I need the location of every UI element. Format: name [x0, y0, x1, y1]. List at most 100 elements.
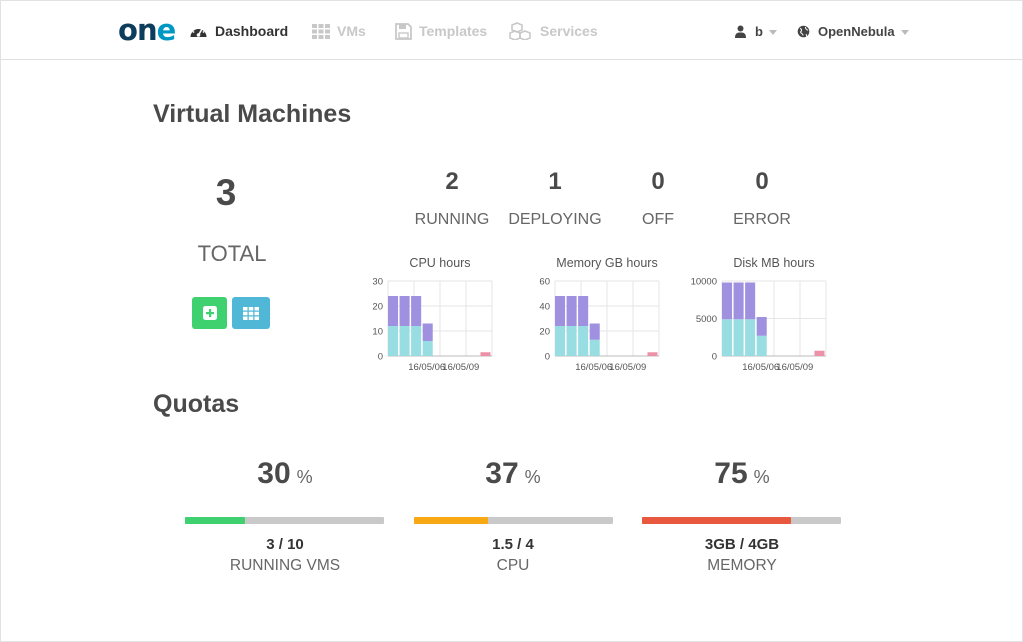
y-tick-label: 40 [539, 302, 550, 313]
cpu-chart-title: CPU hours [409, 256, 471, 270]
chart-bar [589, 323, 600, 340]
off-label: OFF [642, 211, 674, 228]
grid-icon [312, 23, 330, 39]
quota-cpu-progress [414, 517, 613, 524]
chart-bar [411, 296, 422, 326]
chart-bar [480, 352, 491, 356]
disk-chart-title: Disk MB hours [733, 256, 815, 270]
memory-chart-title: Memory GB hours [556, 256, 658, 270]
quota-cpu-label: CPU [496, 557, 530, 574]
deploying-label: DEPLOYING [508, 211, 602, 228]
chevron-down-icon [768, 29, 777, 35]
chart-bar [388, 326, 399, 356]
chart-bar [388, 296, 399, 326]
chevron-down-icon [900, 29, 909, 35]
vms-total-label: TOTAL [197, 241, 267, 266]
quota-memory-percent: 75% [714, 457, 770, 490]
running-label: RUNNING [414, 211, 490, 228]
nav-vms[interactable]: VMs [312, 21, 366, 41]
y-tick-label: 10 [372, 327, 383, 338]
user-name: b [755, 23, 763, 39]
nav-templates[interactable]: Templates [395, 21, 487, 41]
quota-cpu-progress-fill [414, 517, 488, 524]
x-tick-label: 16/05/06 [408, 362, 445, 373]
vms-total-value: 3 [215, 172, 237, 213]
y-tick-label: 5000 [696, 314, 717, 325]
chart-bar [578, 326, 589, 356]
quota-cpu-value: 1.5 / 4 [492, 536, 534, 553]
cubes-icon [509, 22, 531, 40]
chart-bar [555, 326, 566, 356]
y-tick-label: 60 [539, 277, 550, 288]
zone-name: OpenNebula [818, 23, 895, 39]
nav-services[interactable]: Services [509, 21, 598, 41]
chart-bar [647, 352, 658, 356]
chart-bar [756, 317, 767, 336]
nav-services-label: Services [540, 23, 598, 39]
y-tick-label: 0 [712, 352, 717, 363]
quota-vms-label: RUNNING VMS [229, 557, 341, 574]
chart-bar [399, 326, 410, 356]
chart-bar [745, 319, 756, 356]
user-icon [735, 25, 746, 38]
create-vm-button[interactable] [192, 297, 227, 329]
quota-memory-progress-fill [642, 517, 792, 524]
one-logo[interactable]: one [118, 13, 176, 47]
user-menu[interactable]: b [735, 21, 777, 41]
y-tick-label: 0 [545, 352, 550, 363]
x-tick-label: 16/05/06 [742, 362, 779, 373]
zone-menu[interactable]: OpenNebula [797, 21, 909, 41]
running-count: 2 [445, 168, 459, 195]
chart-bar [566, 296, 577, 326]
chart-bar [722, 319, 733, 356]
chart-bar [733, 319, 744, 356]
y-tick-label: 20 [372, 302, 383, 313]
y-tick-label: 30 [372, 277, 383, 288]
quota-vms-percent: 30% [257, 457, 313, 490]
quota-memory-label: MEMORY [707, 557, 777, 574]
chart-bar [566, 326, 577, 356]
quota-vms-progress [185, 517, 384, 524]
nav-vms-label: VMs [337, 23, 366, 39]
chart-bar [745, 282, 756, 320]
quota-memory-progress [642, 517, 841, 524]
y-tick-label: 0 [378, 352, 383, 363]
chart-bar [411, 326, 422, 356]
chart-bar [399, 296, 410, 326]
x-tick-label: 16/05/06 [575, 362, 612, 373]
off-count: 0 [651, 168, 665, 195]
y-tick-label: 20 [539, 327, 550, 338]
top-bar: one Dashboard VMs Templates [1, 1, 1022, 60]
floppy-icon [395, 22, 412, 40]
x-tick-label: 16/05/09 [442, 362, 479, 373]
quota-vms-progress-fill [185, 517, 245, 524]
chart-bar [589, 339, 600, 356]
chart-bar [422, 341, 433, 356]
chart-bar [422, 323, 433, 341]
grid-icon [243, 306, 259, 320]
quota-memory-value: 3GB / 4GB [704, 536, 780, 553]
nav-dashboard-label: Dashboard [215, 23, 289, 39]
error-label: ERROR [733, 211, 791, 228]
quotas-section-title: Quotas [153, 390, 240, 418]
globe-icon [797, 25, 810, 37]
vms-section-title: Virtual Machines [153, 100, 352, 128]
y-tick-label: 10000 [691, 277, 717, 288]
chart-bar [756, 335, 767, 356]
x-tick-label: 16/05/09 [776, 362, 813, 373]
chart-bar [733, 282, 744, 320]
dashboard-icon [190, 26, 207, 37]
error-count: 0 [755, 168, 769, 195]
x-tick-label: 16/05/09 [609, 362, 646, 373]
chart-bar [722, 282, 733, 320]
chart-bar [814, 350, 825, 356]
chart-bar [555, 296, 566, 326]
list-vms-button[interactable] [232, 297, 270, 329]
quota-vms-value: 3 / 10 [266, 536, 304, 553]
chart-bar [578, 296, 589, 326]
plus-square-icon [202, 306, 217, 320]
quota-cpu-percent: 37% [485, 457, 541, 490]
nav-dashboard[interactable]: Dashboard [189, 21, 288, 41]
